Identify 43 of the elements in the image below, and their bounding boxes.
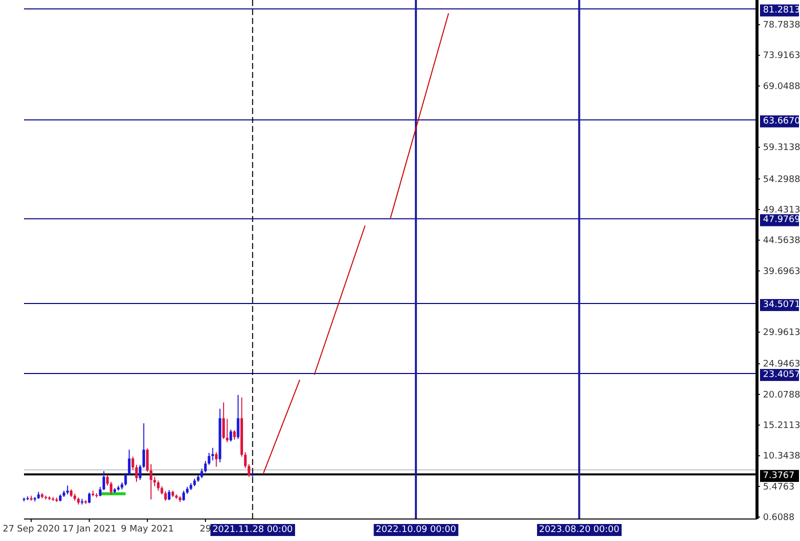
candlestick xyxy=(102,470,106,491)
y-tick-label: 49.4313 xyxy=(763,205,800,216)
ref-line-label: 63.6670 xyxy=(763,116,800,126)
candlestick xyxy=(98,486,102,497)
candlestick xyxy=(88,492,91,504)
candlestick xyxy=(233,430,236,440)
x-tick-label: 17 Jan 2021 xyxy=(62,524,116,534)
x-tick-label: 9 May 2021 xyxy=(120,524,174,534)
x-tick-label: 29 xyxy=(200,524,212,534)
ref-line-label: 2022.10.09 00:00 xyxy=(376,525,456,535)
y-tick-label: 24.9463 xyxy=(763,360,800,370)
y-tick-label: 44.5638 xyxy=(763,236,800,246)
ref-line-label: 23.4057 xyxy=(763,370,800,380)
y-tick-label: 59.3138 xyxy=(763,143,800,154)
y-tick-label: 73.9163 xyxy=(763,51,800,62)
y-tick-label: 69.0488 xyxy=(763,82,800,92)
ref-line-label: 7.3767 xyxy=(763,470,794,481)
y-tick-label: 29.9613 xyxy=(763,328,800,338)
candlestick xyxy=(182,490,185,502)
candlestick xyxy=(236,394,240,440)
candlestick xyxy=(215,452,218,468)
y-tick-label: 78.7838 xyxy=(763,20,800,31)
ref-line-label: 2023.08.20 00:00 xyxy=(539,525,620,535)
candlestick xyxy=(230,429,232,442)
y-tick-label: 5.4763 xyxy=(763,482,794,492)
candlestick xyxy=(226,418,229,443)
ref-line-label: 2021.11.28 00:00 xyxy=(212,525,294,535)
candlestick xyxy=(168,490,170,501)
candlestick xyxy=(156,480,160,492)
candlestick xyxy=(211,447,214,461)
y-tick-label: 10.3438 xyxy=(763,452,800,462)
y-tick-label: 54.2988 xyxy=(763,174,800,185)
ref-line-label: 47.9769 xyxy=(763,215,800,226)
candlestick xyxy=(222,402,225,440)
y-tick-label: 20.0788 xyxy=(763,390,800,400)
x-tick-label: 27 Sep 2020 xyxy=(2,524,60,534)
y-tick-label: 39.6963 xyxy=(763,266,800,277)
ref-line-label: 34.5071 xyxy=(763,300,800,310)
y-tick-label: 0.6088 xyxy=(763,512,795,523)
candlestick xyxy=(208,452,210,466)
ref-line-label: 81.2813 xyxy=(763,5,800,16)
candlestick xyxy=(110,481,112,495)
y-tick-label: 15.2113 xyxy=(763,420,800,431)
